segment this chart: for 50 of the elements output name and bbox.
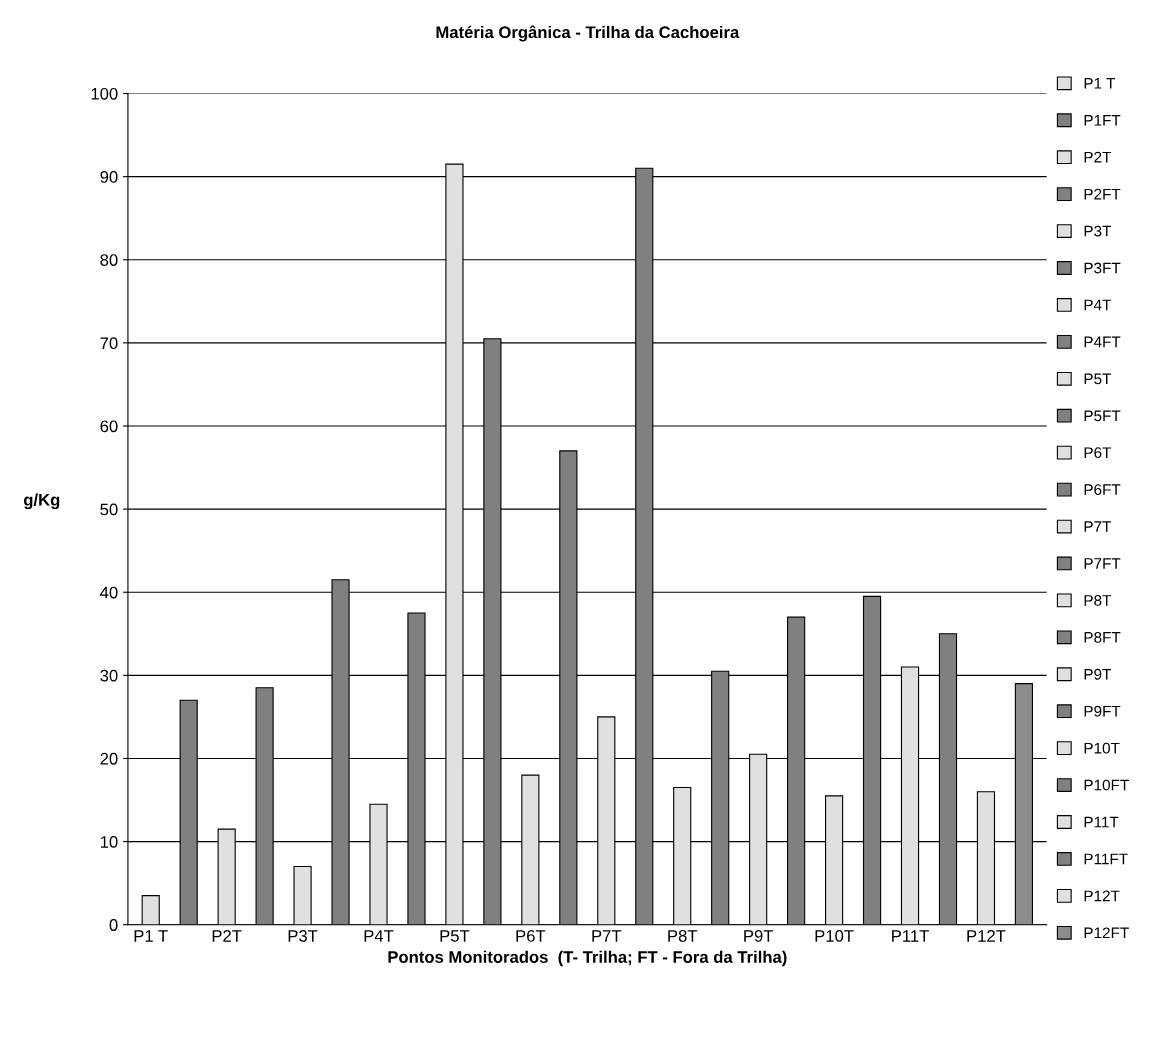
legend-label: P6T — [1084, 447, 1112, 459]
legend-label: P5FT — [1084, 410, 1121, 422]
x-tick-label: P2T — [212, 930, 242, 942]
legend-label: P1FT — [1084, 115, 1121, 126]
legend-label: P3T — [1084, 225, 1112, 237]
legend-label: P4T — [1084, 299, 1112, 311]
y-tick-label: 60 — [100, 420, 118, 433]
y-tick-label: 70 — [100, 337, 118, 350]
y-tick-label: 0 — [109, 919, 118, 931]
legend-label: P12T — [1084, 890, 1120, 902]
legend-label: P7FT — [1084, 558, 1121, 569]
y-tick-label: 40 — [100, 586, 118, 599]
legend-label: P10T — [1084, 742, 1120, 754]
legend-label: P11T — [1084, 816, 1119, 828]
y-tick-label: 80 — [100, 254, 118, 266]
legend-label: P8FT — [1084, 631, 1121, 643]
y-tick-label: 50 — [100, 503, 118, 516]
legend-label: P3FT — [1084, 262, 1121, 274]
x-tick-label: P5T — [440, 930, 470, 942]
x-tick-label: P10T — [815, 930, 854, 942]
x-tick-label: P12T — [967, 930, 1006, 942]
legend-label: P2T — [1084, 151, 1112, 163]
chart-title: Matéria Orgânica - Trilha da Cachoeira — [436, 25, 740, 42]
x-tick-label: P8T — [668, 930, 698, 942]
y-tick-label: 10 — [100, 835, 118, 848]
legend-label: P8T — [1084, 595, 1112, 606]
legend-label: P5T — [1084, 373, 1112, 385]
x-tick-label: P9T — [744, 930, 774, 942]
y-axis-title: g/Kg — [23, 493, 60, 510]
legend-label: P12FT — [1084, 927, 1129, 939]
x-axis-title: Pontos Monitorados (T- Trilha; FT - Fora da Trilha) — [388, 950, 787, 967]
legend-label: P2FT — [1084, 188, 1121, 200]
x-tick-label: P1 T — [134, 930, 168, 942]
legend-label: P1 T — [1084, 78, 1116, 89]
y-tick-label: 100 — [91, 87, 118, 100]
x-tick-label: P6T — [516, 930, 546, 942]
x-tick-label: P11T — [892, 930, 929, 942]
legend-label: P10FT — [1084, 779, 1129, 791]
y-tick-label: 20 — [100, 752, 118, 765]
x-tick-label: P7T — [592, 930, 622, 942]
x-tick-label: P4T — [364, 930, 394, 942]
x-tick-label: P3T — [288, 930, 318, 942]
legend-label: P4FT — [1084, 336, 1121, 348]
legend-label: P9T — [1084, 668, 1112, 680]
legend-label: P6FT — [1084, 484, 1121, 496]
y-tick-label: 30 — [100, 669, 118, 682]
legend-label: P9FT — [1084, 705, 1121, 717]
legend-label: P7T — [1084, 521, 1112, 532]
legend-label: P11FT — [1084, 853, 1128, 865]
y-tick-label: 90 — [100, 171, 118, 183]
